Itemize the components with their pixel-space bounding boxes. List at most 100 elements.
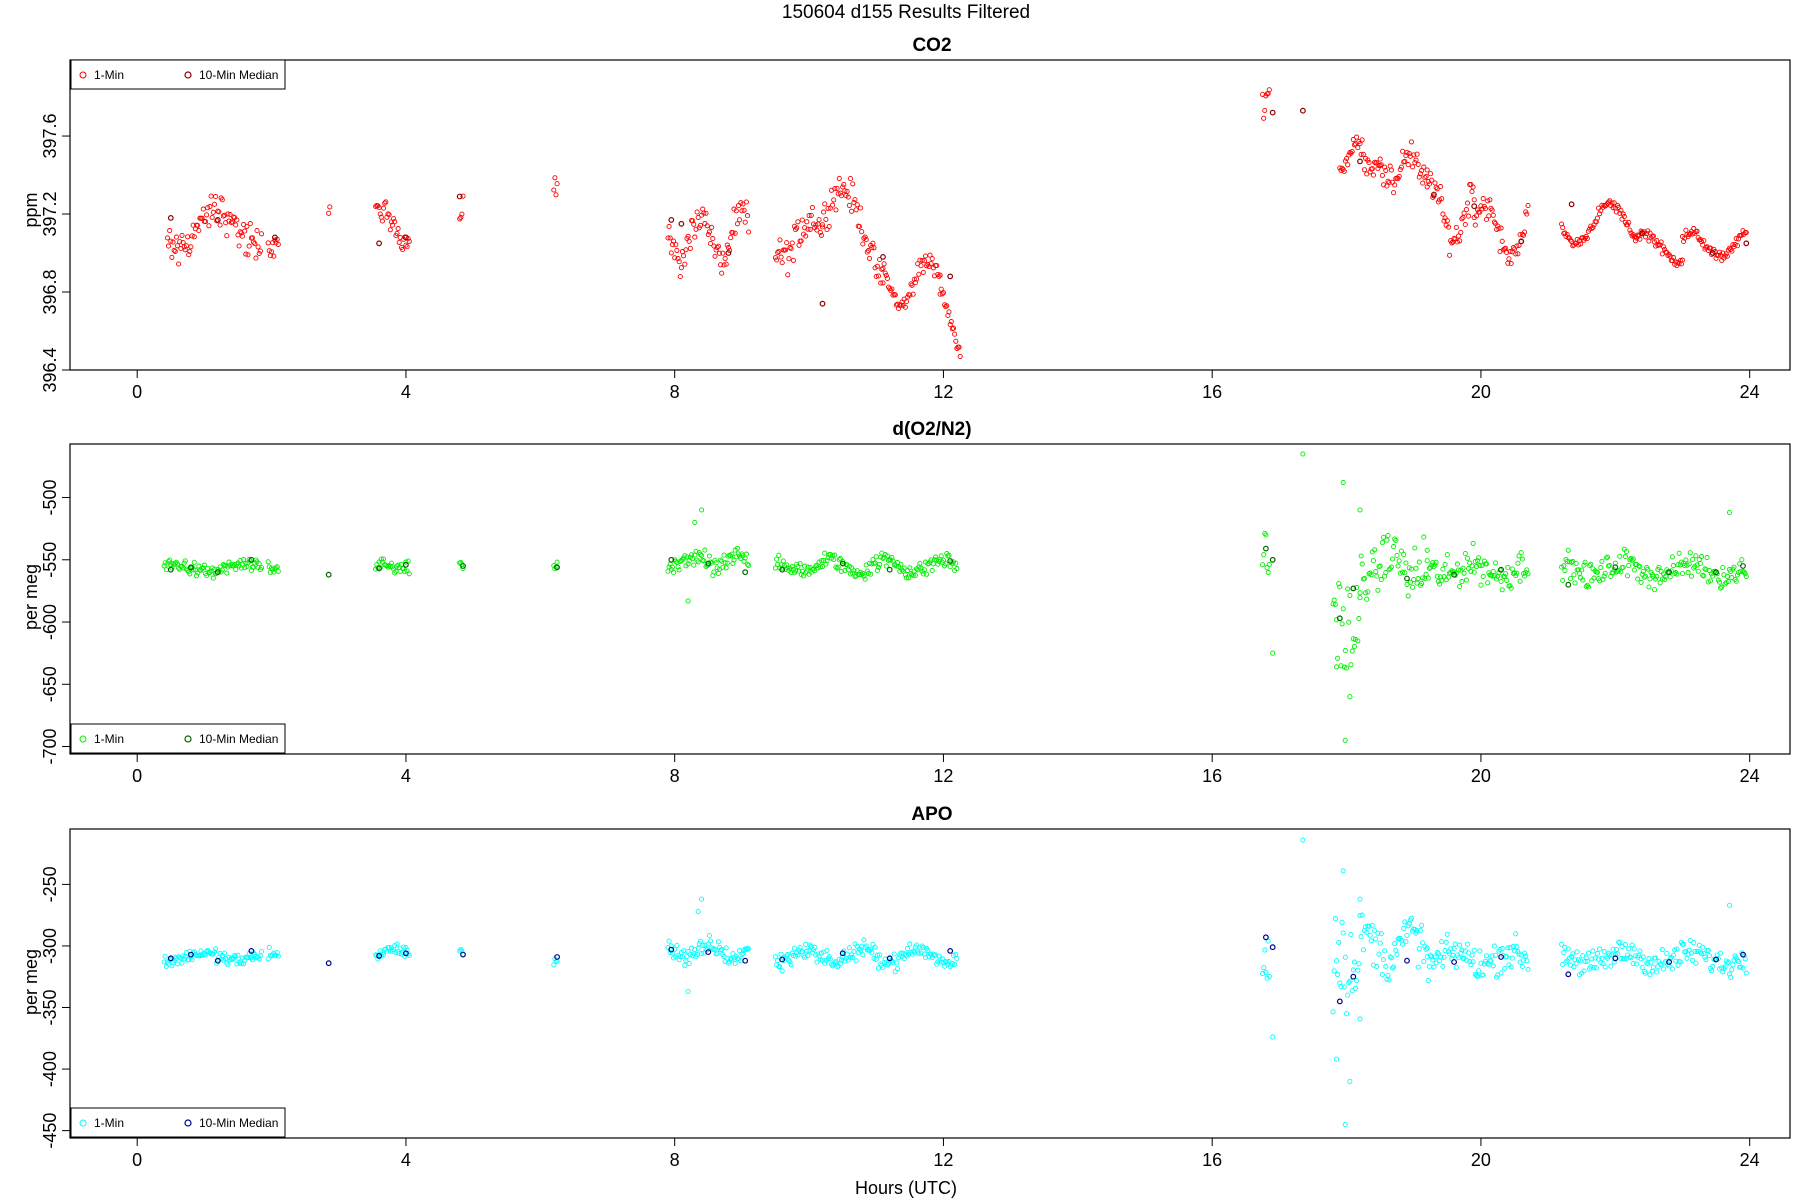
points-do2n2 bbox=[161, 451, 1749, 743]
point-1min bbox=[1693, 553, 1699, 559]
point-1min bbox=[666, 223, 672, 230]
point-1min bbox=[877, 561, 883, 567]
point-1min bbox=[252, 241, 258, 247]
point-1min bbox=[179, 232, 185, 238]
point-1min bbox=[862, 234, 868, 240]
point-1min bbox=[1597, 211, 1603, 217]
point-1min bbox=[1402, 158, 1408, 164]
point-1min bbox=[948, 559, 954, 565]
point-1min bbox=[265, 559, 271, 565]
point-1min bbox=[1458, 229, 1464, 235]
point-1min bbox=[1499, 945, 1505, 951]
point-1min bbox=[1459, 947, 1465, 953]
point-10min-median bbox=[1299, 107, 1306, 114]
point-1min bbox=[1665, 252, 1671, 259]
point-1min bbox=[779, 260, 785, 266]
point-1min bbox=[243, 251, 249, 257]
point-1min bbox=[225, 211, 231, 217]
point-1min bbox=[1455, 567, 1462, 573]
point-1min bbox=[775, 958, 781, 964]
point-1min bbox=[1637, 948, 1643, 954]
point-10min-median bbox=[678, 220, 685, 227]
point-1min bbox=[1413, 157, 1419, 163]
point-1min bbox=[812, 944, 818, 950]
point-1min bbox=[730, 560, 736, 566]
point-1min bbox=[1472, 222, 1478, 228]
y-tick-label: -400 bbox=[40, 1051, 60, 1087]
point-1min bbox=[1427, 171, 1434, 177]
point-1min bbox=[1621, 956, 1627, 962]
point-1min bbox=[847, 175, 854, 182]
point-1min bbox=[1345, 162, 1351, 168]
panel-title-co2: CO2 bbox=[912, 35, 951, 56]
point-10min-median bbox=[1740, 563, 1746, 569]
point-1min bbox=[1350, 967, 1356, 973]
point-1min bbox=[1742, 956, 1748, 962]
point-1min bbox=[554, 559, 560, 565]
point-1min bbox=[1581, 968, 1587, 974]
point-1min bbox=[685, 233, 691, 239]
x-tick-label: 24 bbox=[1740, 1150, 1760, 1170]
legend-marker-1min bbox=[79, 735, 87, 743]
point-1min bbox=[695, 214, 701, 220]
point-1min bbox=[1443, 939, 1449, 945]
point-1min bbox=[1266, 561, 1272, 568]
point-1min bbox=[880, 265, 886, 271]
point-1min bbox=[1734, 572, 1740, 578]
point-1min bbox=[1609, 952, 1615, 958]
point-1min bbox=[161, 959, 167, 965]
y-tick-label: -550 bbox=[40, 542, 60, 578]
point-1min bbox=[1347, 592, 1353, 598]
point-1min bbox=[1690, 556, 1696, 562]
point-1min bbox=[1645, 566, 1651, 572]
point-1min bbox=[1339, 919, 1345, 925]
point-1min bbox=[1378, 577, 1384, 583]
point-1min bbox=[902, 572, 908, 578]
point-1min bbox=[940, 557, 946, 563]
point-1min bbox=[1492, 560, 1499, 566]
point-1min bbox=[1658, 239, 1664, 245]
point-1min bbox=[1617, 553, 1623, 559]
point-1min bbox=[1402, 919, 1408, 925]
point-1min bbox=[1440, 211, 1446, 217]
point-1min bbox=[881, 261, 887, 267]
plot-frame bbox=[69, 59, 1791, 371]
point-1min bbox=[1559, 941, 1565, 947]
point-1min bbox=[384, 563, 390, 569]
point-1min bbox=[1357, 507, 1363, 513]
point-1min bbox=[1351, 142, 1357, 148]
point-1min bbox=[865, 570, 871, 576]
point-1min bbox=[1490, 568, 1496, 575]
point-1min bbox=[669, 950, 675, 956]
point-1min bbox=[808, 212, 814, 218]
point-1min bbox=[877, 256, 883, 263]
point-1min bbox=[553, 192, 559, 198]
point-1min bbox=[224, 570, 230, 576]
point-1min bbox=[198, 948, 204, 954]
point-1min bbox=[1349, 988, 1355, 994]
point-1min bbox=[387, 227, 393, 233]
point-1min bbox=[1424, 184, 1430, 190]
point-1min bbox=[883, 272, 889, 279]
point-1min bbox=[1425, 575, 1431, 581]
point-1min bbox=[898, 561, 904, 567]
point-1min bbox=[208, 193, 214, 199]
y-tick-label: -350 bbox=[40, 989, 60, 1025]
point-1min bbox=[1507, 583, 1513, 589]
point-10min-median bbox=[1565, 971, 1572, 978]
point-1min bbox=[327, 204, 333, 210]
point-1min bbox=[722, 560, 728, 566]
point-1min bbox=[819, 222, 826, 228]
point-1min bbox=[1488, 958, 1494, 964]
point-1min bbox=[849, 952, 855, 958]
point-1min bbox=[1476, 968, 1482, 974]
point-1min bbox=[258, 948, 265, 955]
point-1min bbox=[1707, 578, 1714, 584]
point-1min bbox=[935, 561, 941, 567]
point-1min bbox=[889, 286, 895, 292]
point-1min bbox=[1473, 213, 1480, 219]
point-1min bbox=[697, 222, 703, 229]
point-1min bbox=[162, 953, 168, 959]
point-1min bbox=[1270, 650, 1276, 656]
point-1min bbox=[1618, 207, 1624, 213]
